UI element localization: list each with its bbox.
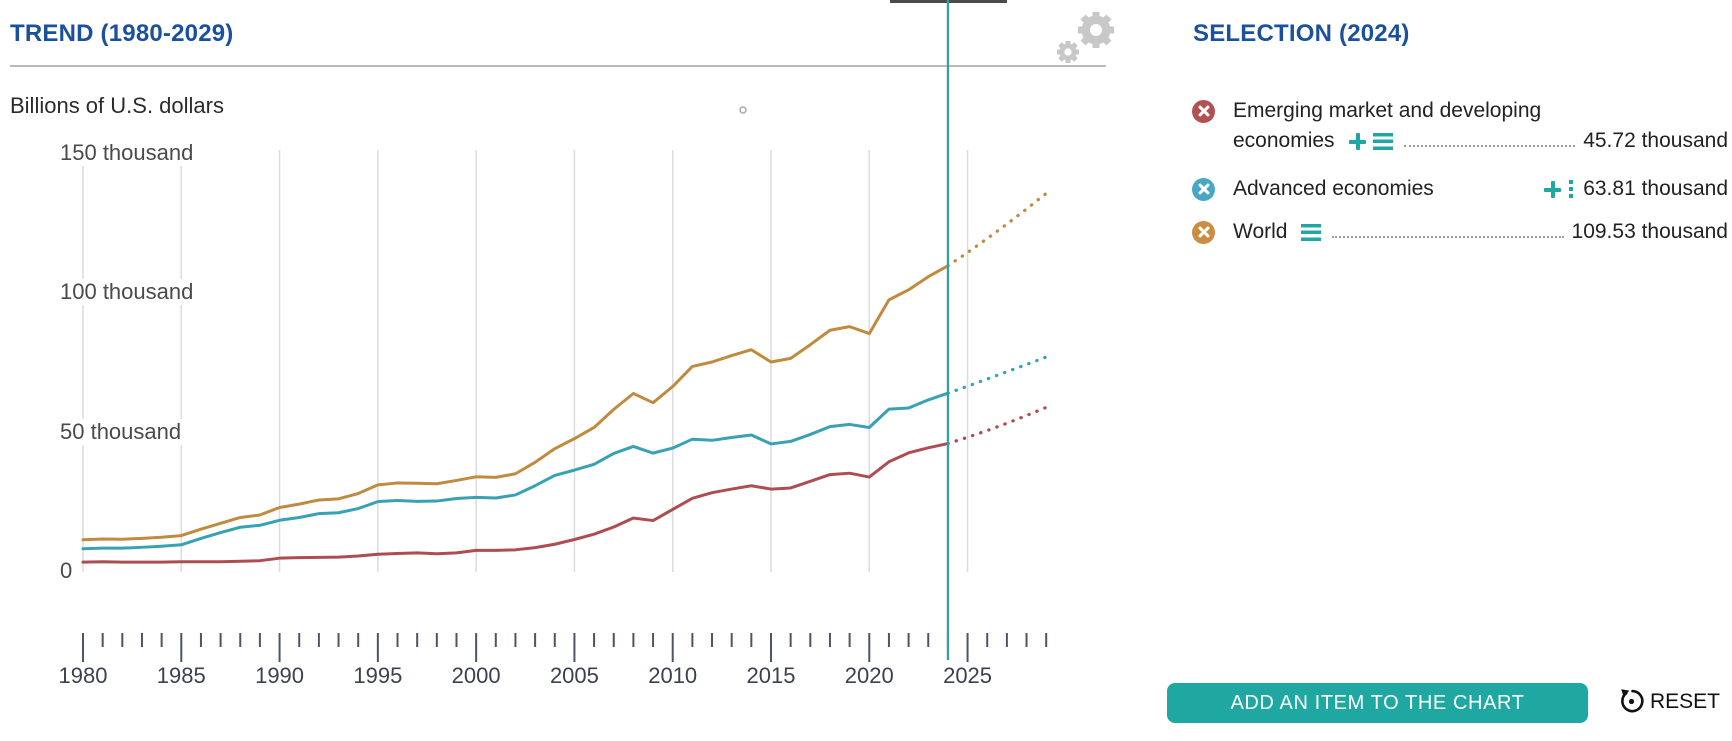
legend-value: 45.72 thousand (1583, 129, 1728, 152)
x-tick-label: 1990 (255, 663, 305, 688)
legend-item-emerging: Emerging market and developing economies… (1192, 96, 1728, 156)
y-tick-label: 150 thousand (60, 140, 198, 166)
legend-value: 63.81 thousand (1583, 177, 1728, 200)
y-tick-label: 50 thousand (60, 418, 186, 445)
drag-handle-icon[interactable] (1301, 223, 1322, 241)
x-tick-label: 2025 (943, 663, 993, 688)
drag-handle-icon[interactable] (1372, 132, 1393, 150)
gear-large-icon (1078, 12, 1114, 48)
add-series-icon[interactable] (1544, 180, 1562, 198)
header-divider (10, 65, 1106, 67)
legend-label: World (1233, 220, 1288, 243)
x-tick-label: 1995 (353, 663, 403, 688)
y-tick-label: 0 (60, 558, 77, 584)
series-projection-emerging (946, 405, 1048, 446)
remove-series-icon[interactable] (1192, 99, 1215, 123)
series-projection-advanced (946, 355, 1048, 395)
legend-label-line1: Emerging market and developing (1233, 99, 1542, 122)
reset-label: RESET (1650, 689, 1721, 713)
reset-button[interactable]: RESET (1618, 688, 1720, 715)
trend-panel-title: TREND (1980-2029) (10, 20, 234, 47)
series-line-emerging (81, 442, 950, 564)
x-tick-label: 2005 (549, 663, 599, 688)
legend-label-line2: economies (1233, 129, 1335, 152)
x-tick-label: 2020 (844, 663, 894, 688)
gear-small-icon (1057, 41, 1079, 63)
remove-series-icon[interactable] (1192, 177, 1215, 201)
x-tick-label: 2000 (451, 663, 501, 688)
reset-icon (1621, 689, 1644, 713)
series-line-advanced (81, 391, 950, 551)
series-projection-world (946, 191, 1048, 268)
settings-gear-icon[interactable] (1056, 6, 1120, 64)
x-tick-label: 2010 (648, 663, 698, 688)
dotted-leader-line (1403, 145, 1576, 147)
y-tick-label: 100 thousand (60, 279, 198, 306)
stray-marker-dot (739, 106, 747, 114)
selection-panel-title: SELECTION (2024) (1193, 20, 1410, 47)
add-item-button[interactable]: ADD AN ITEM TO THE CHART (1167, 683, 1588, 723)
legend-value: 109.53 thousand (1571, 220, 1728, 243)
dotted-leader-line (1332, 236, 1564, 238)
x-tick-label: 1980 (58, 663, 108, 688)
more-options-icon[interactable] (1569, 180, 1574, 198)
chart-unit-label: Billions of U.S. dollars (10, 93, 224, 118)
add-series-icon[interactable] (1348, 132, 1366, 150)
axis-labels-layer: 150 thousand 100 thousand 50 thousand 0 1980… (58, 140, 993, 688)
x-tick-label: 1985 (156, 663, 206, 688)
series-line-world (81, 264, 950, 542)
remove-series-icon[interactable] (1192, 220, 1215, 244)
legend-label: Advanced economies (1233, 177, 1434, 200)
legend-item-advanced: Advanced economies 63.81 thousand (1192, 174, 1728, 204)
x-tick-label: 2015 (746, 663, 796, 688)
legend-item-world: World 109.53 thousand (1192, 217, 1728, 247)
